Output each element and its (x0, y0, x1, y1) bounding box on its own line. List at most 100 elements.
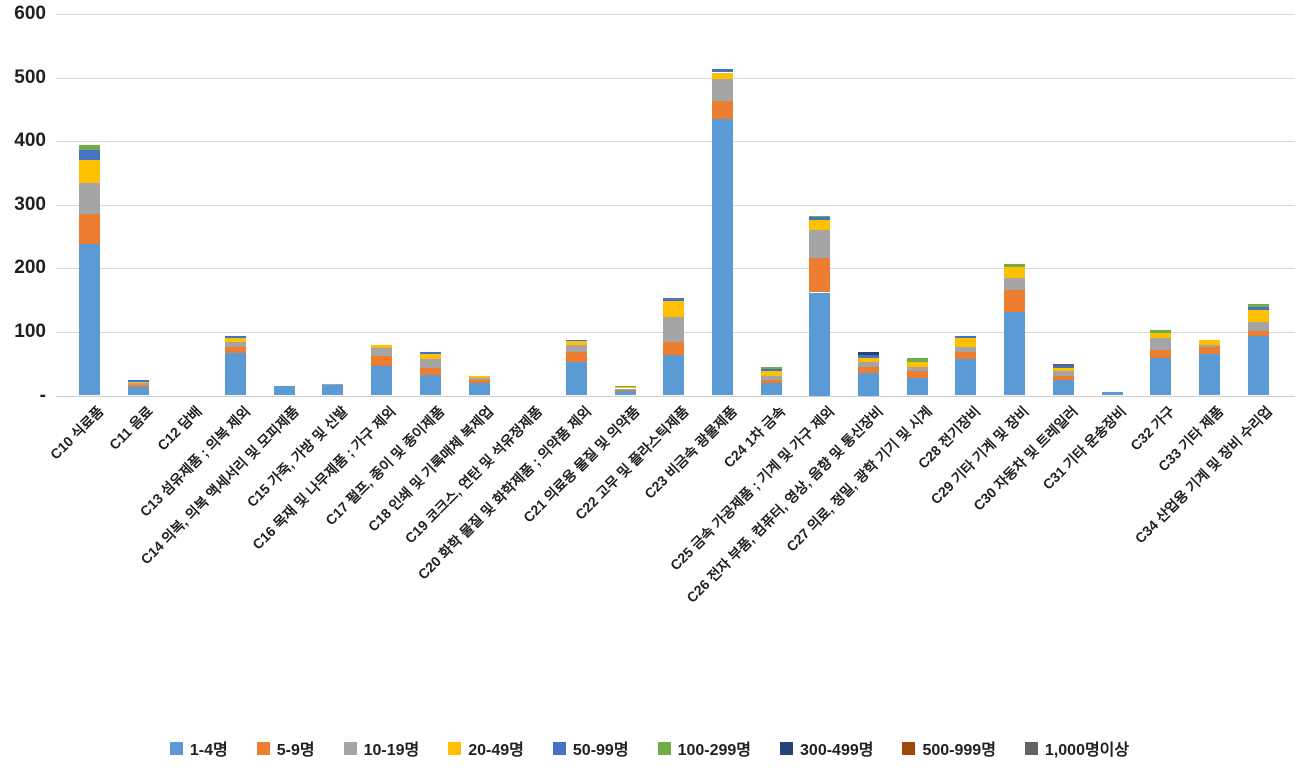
bar-segment-10-19명 (614, 388, 636, 390)
bar-segment-10-19명 (127, 383, 149, 385)
bar-segment-100-299명 (809, 215, 831, 218)
bar-segment-5-9명 (712, 101, 733, 119)
bar-segment-10-19명 (955, 346, 977, 352)
bar-segment-50-99명 (1052, 366, 1074, 369)
bar-segment-20-49명 (1004, 267, 1026, 278)
bar-segment-5-9명 (1004, 289, 1026, 313)
bar-segment-1-4명 (322, 385, 344, 396)
bar-segment-100-299명 (79, 144, 100, 151)
legend-label: 1,000명이상 (1044, 742, 1130, 759)
bar-segment-5-9명 (1247, 330, 1269, 336)
bar-segment-20-49명 (906, 362, 928, 367)
bar-segment-50-99명 (565, 339, 587, 342)
bar-segment-100-299명 (614, 385, 636, 388)
bar-segment-1-4명 (663, 354, 685, 396)
bar-segment-20-49명 (955, 338, 977, 347)
bar-segment-10-19명 (79, 183, 100, 214)
bar-segment-100-299명 (760, 366, 782, 369)
bar-segment-100-299명 (906, 357, 928, 363)
bar-segment-100-299명 (1247, 303, 1269, 308)
bar-segment-50-99명 (760, 368, 782, 372)
legend-item: 5-9명 (256, 736, 315, 760)
bar-segment-10-19명 (419, 358, 441, 368)
bar-segment-5-9명 (955, 351, 977, 359)
bar-segment-10-19명 (1198, 344, 1220, 348)
bar-segment-50-99명 (225, 336, 247, 338)
bar-segment-20-49명 (1150, 332, 1172, 338)
bar-segment-20-49명 (127, 381, 149, 384)
bar-segment-1-4명 (371, 365, 393, 396)
legend-swatch-icon (780, 741, 794, 755)
bar-segment-1-4명 (858, 373, 879, 396)
bar-segment-10-19명 (906, 366, 928, 371)
bar-segment-20-49명 (419, 354, 441, 359)
bar-segment-1-4명 (273, 385, 295, 396)
legend-label: 500-999명 (922, 742, 996, 759)
legend-swatch-icon (902, 741, 916, 755)
y-axis-tick-label: 200 (14, 257, 46, 279)
bar-segment-1-4명 (468, 382, 490, 396)
bar-segment-10-19명 (760, 375, 782, 380)
bar-segment-1-4명 (1004, 312, 1026, 396)
legend-item: 50-99명 (552, 736, 629, 760)
bar-segment-1-4명 (127, 387, 149, 396)
bar-segment-100-299명 (1150, 330, 1172, 333)
x-axis-category-label: C31 기타 운송장비 (1039, 403, 1130, 493)
y-axis-tick-label: - (39, 384, 46, 406)
legend-item: 20-49명 (448, 736, 524, 760)
legend-swatch-icon (448, 741, 462, 755)
bar-segment-50-99명 (419, 352, 441, 355)
x-axis-category-label: C12 담배 (153, 403, 205, 454)
y-axis-tick-label: 500 (14, 66, 46, 88)
bar-segment-5-9명 (906, 370, 928, 378)
bar-segment-5-9명 (809, 258, 831, 293)
bar-segment-1-4명 (760, 382, 782, 396)
bar-segment-20-49명 (614, 387, 636, 389)
bar-segment-20-49명 (809, 220, 831, 231)
legend-item: 10-19명 (343, 736, 419, 760)
gridline (56, 204, 1295, 206)
bar-segment-1-4명 (906, 377, 928, 396)
bar-segment-20-49명 (663, 300, 685, 318)
bar-segment-1-4명 (1247, 335, 1269, 396)
legend-swatch-icon (1024, 741, 1038, 755)
bar-segment-20-49명 (1198, 340, 1220, 345)
bar-segment-1-4명 (1101, 392, 1123, 396)
bar-segment-10-19명 (809, 230, 831, 259)
bar-segment-1-4명 (1150, 357, 1172, 396)
bar-segment-50-99명 (79, 150, 100, 161)
bar-segment-5-9명 (565, 351, 587, 362)
bar-segment-100-299명 (1004, 263, 1026, 268)
bar-segment-5-9명 (371, 356, 393, 366)
bar-segment-1-4명 (1052, 379, 1074, 396)
legend-label: 50-99명 (572, 742, 629, 759)
bar-segment-20-49명 (565, 341, 587, 345)
legend-label: 20-49명 (468, 742, 524, 759)
bar-segment-1,000명이상 (1052, 363, 1074, 367)
bar-segment-1-4명 (614, 391, 636, 396)
bar-segment-10-19명 (225, 342, 247, 348)
legend-swatch-icon (169, 741, 183, 755)
bar-segment-10-19명 (322, 384, 344, 386)
bar-segment-50-99명 (127, 380, 149, 382)
y-axis-tick-label: 100 (14, 320, 46, 342)
bar-segment-10-19명 (565, 344, 587, 352)
y-axis-tick-label: 600 (14, 3, 46, 24)
bar-segment-1-4명 (565, 361, 587, 396)
chart-legend: 1-4명 5-9명 10-19명 20-49명 50-99명 100-299명 300-49… (0, 736, 1299, 760)
x-axis-line (56, 395, 1295, 397)
gridline (56, 141, 1295, 143)
bar-segment-5-9명 (127, 384, 149, 388)
bar-segment-50-99명 (663, 298, 685, 301)
x-axis-category-label: C11 음료 (105, 403, 156, 453)
legend-label: 1-4명 (189, 742, 228, 759)
legend-item: 1,000명이상 (1024, 736, 1130, 760)
x-axis-category-label: C23 비금속 광물제품 (641, 403, 740, 502)
legend-item: 300-499명 (780, 736, 873, 760)
gridline (56, 14, 1295, 15)
bar-segment-50-99명 (809, 217, 831, 220)
legend-swatch-icon (552, 741, 566, 755)
legend-item: 1-4명 (169, 736, 228, 760)
y-axis-tick-label: 400 (14, 130, 46, 152)
bar-segment-1-4명 (225, 352, 247, 396)
